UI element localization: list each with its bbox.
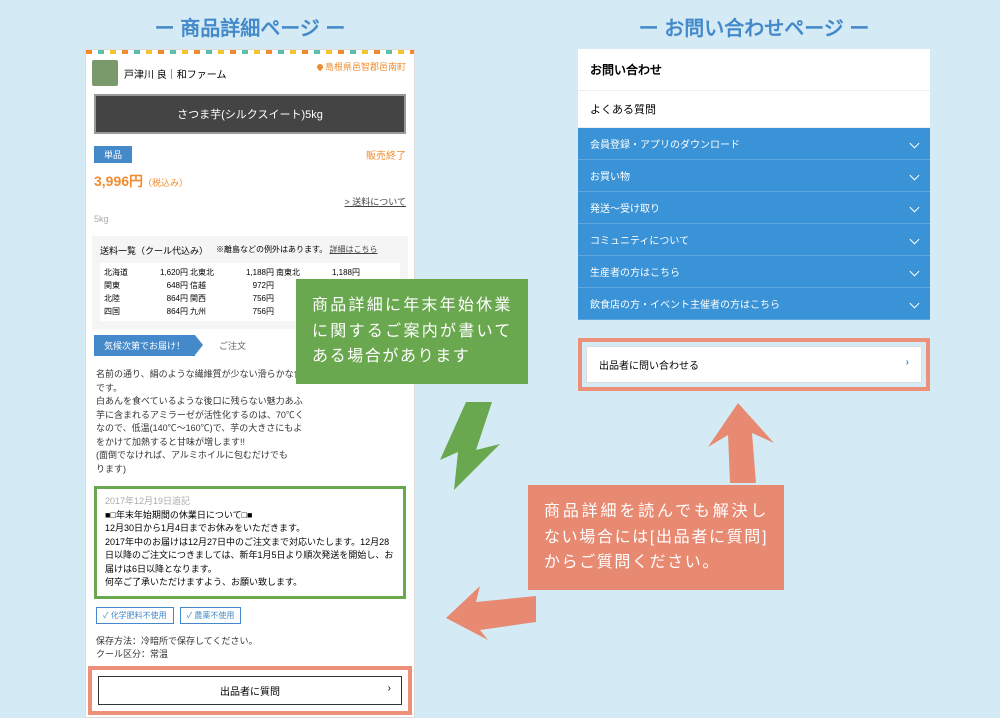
storage-info: 保存方法：冷暗所で保存してください。 クール区分：常温 <box>86 628 414 666</box>
ship-cell: 756円 <box>230 306 274 317</box>
ship-cell: 864円 <box>144 306 188 317</box>
accordion-item[interactable]: 発送～受け取り <box>578 192 930 224</box>
badge-row: 単品 販売終了 <box>86 142 414 167</box>
contact-card: お問い合わせ よくある質問 会員登録・アプリのダウンロードお買い物発送～受け取り… <box>578 49 930 320</box>
weight: 5kg <box>86 212 414 230</box>
accordion-item[interactable]: コミュニティについて <box>578 224 930 256</box>
ship-cell: 四国 <box>104 306 142 317</box>
tag: 農薬不使用 <box>180 607 242 624</box>
ship-cell: 1,188円 <box>230 267 274 278</box>
ship-cell: 1,188円 <box>316 267 360 278</box>
price: 3,996円（税込み） <box>86 167 414 191</box>
panel-title-right: ー お問い合わせページ ー <box>578 12 930 41</box>
ship-cell: 648円 <box>144 280 188 291</box>
shipping-link[interactable]: > 送料について <box>337 191 415 212</box>
product-name: さつま芋(シルクスイート)5kg <box>94 94 406 134</box>
callout-green: 商品詳細に年末年始休業に関するご案内が書いてある場合があります <box>296 279 528 384</box>
ship-cell: 北海道 <box>104 267 142 278</box>
ship-cell: 972円 <box>230 280 274 291</box>
ship-cell: 関西 <box>190 293 228 304</box>
vendor-name: 戸津川 良｜和ファーム <box>124 66 226 81</box>
arrow-icon <box>708 403 778 483</box>
ship-cell: 1,620円 <box>144 267 188 278</box>
ship-cell: 756円 <box>230 293 274 304</box>
panel-title-left: ー 商品詳細ページ ー <box>85 12 415 41</box>
shipping-detail-link[interactable]: 詳細はこちら <box>329 245 377 254</box>
sold-out-label: 販売終了 <box>366 147 406 162</box>
contact-panel: ー お問い合わせページ ー お問い合わせ よくある質問 会員登録・アプリのダウン… <box>578 0 930 391</box>
accordion-item[interactable]: 飲食店の方・イベント主催者の方はこちら <box>578 288 930 320</box>
order-label: ご注文 <box>219 339 246 352</box>
tag: 化学肥料不使用 <box>96 607 174 624</box>
contact-header: お問い合わせ <box>578 49 930 91</box>
accordion-item[interactable]: お買い物 <box>578 160 930 192</box>
shipping-header: 送料一覧（クール代込み） <box>100 244 208 257</box>
location: 島根県邑智郡邑南町 <box>317 60 406 73</box>
ask-seller-highlight: 出品者に質問 <box>88 666 412 715</box>
ship-cell: 関東 <box>104 280 142 291</box>
faq-header: よくある質問 <box>578 91 930 128</box>
contact-seller-button[interactable]: 出品者に問い合わせる <box>586 346 922 383</box>
contact-seller-highlight: 出品者に問い合わせる <box>578 338 930 391</box>
ship-cell: 北東北 <box>190 267 228 278</box>
tag-row: 化学肥料不使用 農薬不使用 <box>86 603 414 628</box>
arrow-icon <box>436 402 506 492</box>
ribbon: 気候次第でお届け！ <box>94 335 195 356</box>
arrow-icon <box>446 582 536 642</box>
ship-cell: 九州 <box>190 306 228 317</box>
ship-cell: 864円 <box>144 293 188 304</box>
callout-salmon: 商品詳細を読んでも解決しない場合には[出品者に質問]からご質問ください。 <box>528 485 784 590</box>
ask-seller-button[interactable]: 出品者に質問 <box>98 676 402 705</box>
ship-cell: 信越 <box>190 280 228 291</box>
avatar <box>92 60 118 86</box>
ship-cell: 南東北 <box>276 267 314 278</box>
badge-single: 単品 <box>94 146 132 163</box>
holiday-notice: 2017年12月19日追記 ■□年末年始期間の休業日について□■ 12月30日か… <box>94 486 406 599</box>
accordion-item[interactable]: 会員登録・アプリのダウンロード <box>578 128 930 160</box>
accordion-item[interactable]: 生産者の方はこちら <box>578 256 930 288</box>
ship-cell: 北陸 <box>104 293 142 304</box>
card-header: 戸津川 良｜和ファーム 島根県邑智郡邑南町 <box>86 50 414 92</box>
